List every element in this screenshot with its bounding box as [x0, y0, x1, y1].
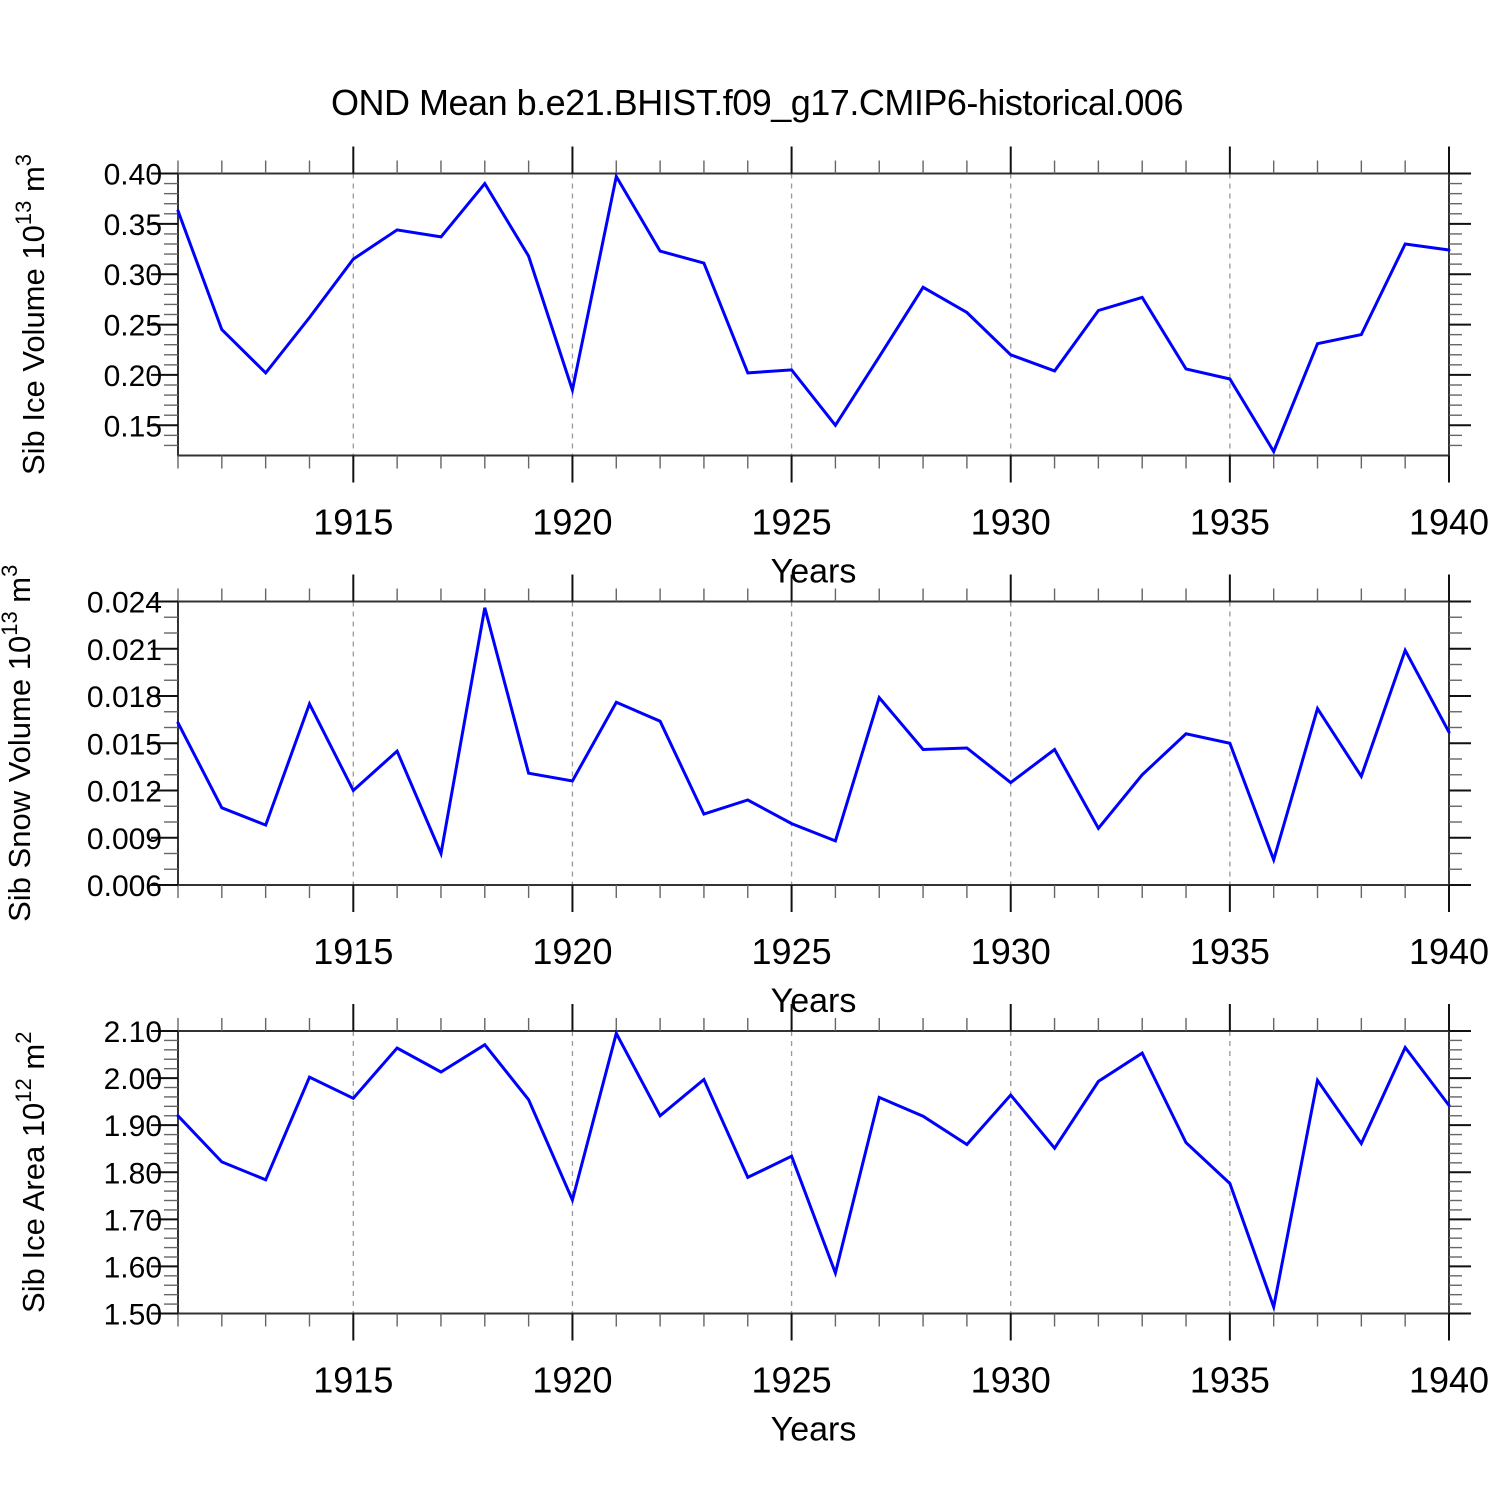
y-tick-label: 1.80: [104, 1157, 162, 1190]
x-tick-label: 1920: [532, 931, 612, 972]
y-tick-label: 0.35: [104, 209, 162, 242]
x-tick-label: 1935: [1190, 502, 1270, 543]
sib-ice-volume-line: [176, 172, 1451, 455]
plot-frame: [177, 1030, 1450, 1315]
x-tick-label: 1930: [971, 931, 1051, 972]
y-tick-label: 0.009: [87, 823, 162, 856]
y-tick-label: 1.60: [104, 1251, 162, 1284]
panel-sib-ice-volume: 0.15 0.20 0.25 0.30 0.35 0.40 1915 1920 1925 1930…: [11, 146, 1489, 591]
x-tick-label: 1925: [752, 502, 832, 543]
y-tick-label: 0.006: [87, 870, 162, 903]
sib-ice-area-line: [176, 1029, 1451, 1313]
sib-snow-volume-line: [176, 607, 1451, 865]
y-tick-label: 0.024: [87, 587, 162, 620]
x-tick-label: 1920: [532, 1360, 612, 1401]
y-axis-title-sib-snow-volume: Sib Snow Volume 1013 m3: [0, 565, 37, 922]
x-tick-label: 1935: [1190, 931, 1270, 972]
panel-sib-snow-volume: 0.006 0.009 0.012 0.015 0.018 0.021 0.024 1915 1…: [0, 565, 1489, 1020]
y-tick-label: 0.30: [104, 259, 162, 292]
x-tick-label: 1940: [1409, 1360, 1489, 1401]
y-tick-label: 0.015: [87, 728, 162, 761]
y-tick-label: 0.018: [87, 681, 162, 714]
x-tick-label: 1940: [1409, 931, 1489, 972]
y-tick-label: 0.25: [104, 310, 162, 343]
x-tick-label: 1940: [1409, 502, 1489, 543]
y-tick-label: 0.15: [104, 410, 162, 443]
x-tick-label: 1915: [313, 931, 393, 972]
plot-frame: [177, 172, 1450, 457]
x-axis-title: Years: [771, 553, 857, 591]
y-tick-label: 1.90: [104, 1110, 162, 1143]
y-tick-label: 0.012: [87, 776, 162, 809]
chart-title: OND Mean b.e21.BHIST.f09_g17.CMIP6-histo…: [331, 82, 1183, 123]
x-tick-label: 1915: [313, 502, 393, 543]
y-tick-label: 2.10: [104, 1016, 162, 1049]
y-tick-label: 0.021: [87, 634, 162, 667]
x-tick-label: 1930: [971, 1360, 1051, 1401]
x-tick-label: 1925: [752, 931, 832, 972]
plot-frame: [177, 600, 1450, 886]
x-tick-label: 1930: [971, 502, 1051, 543]
y-tick-label: 0.40: [104, 159, 162, 192]
y-tick-label: 1.70: [104, 1204, 162, 1237]
x-axis-title: Years: [771, 982, 857, 1020]
y-tick-label: 0.20: [104, 360, 162, 393]
x-tick-label: 1925: [752, 1360, 832, 1401]
y-axis-title-sib-ice-volume: Sib Ice Volume 1013 m3: [11, 154, 51, 475]
x-tick-label: 1920: [532, 502, 612, 543]
x-tick-label: 1935: [1190, 1360, 1270, 1401]
y-tick-label: 2.00: [104, 1063, 162, 1096]
x-tick-label: 1915: [313, 1360, 393, 1401]
y-axis-title-sib-ice-area: Sib Ice Area 1012 m2: [11, 1032, 51, 1313]
panel-sib-ice-area: 1.50 1.60 1.70 1.80 1.90 2.00 2.10 1915 1920 1925…: [11, 1004, 1489, 1449]
x-axis-title: Years: [771, 1411, 857, 1449]
y-tick-label: 1.50: [104, 1299, 162, 1332]
